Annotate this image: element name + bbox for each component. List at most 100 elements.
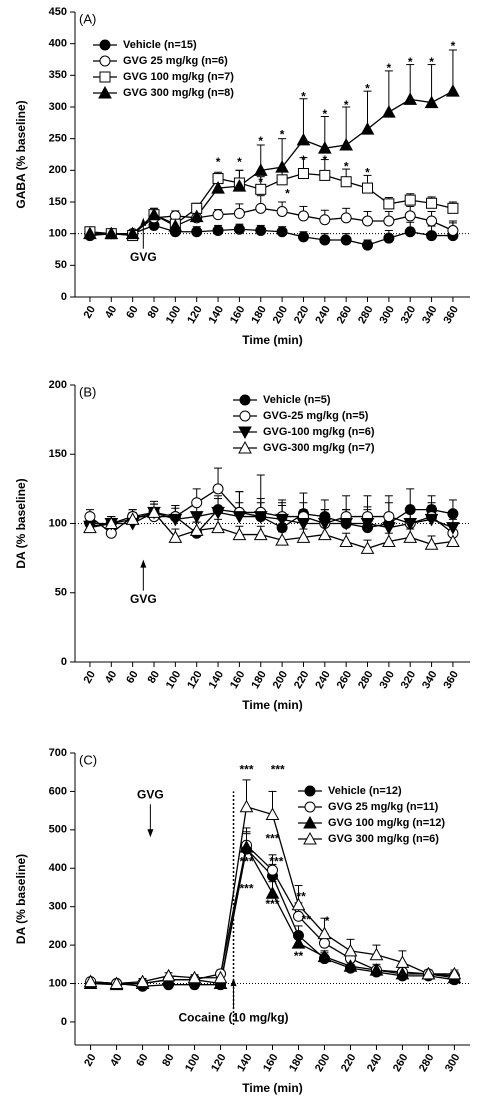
- y-tick-label: 200: [49, 939, 67, 951]
- marker: [265, 886, 280, 899]
- marker: [189, 209, 204, 223]
- y-tick-label: 350: [49, 69, 67, 81]
- x-tick-label: 320: [399, 669, 419, 691]
- marker: [211, 181, 225, 194]
- x-tick-label: 220: [292, 304, 312, 326]
- marker: [404, 194, 416, 206]
- marker: [104, 516, 119, 529]
- marker: [296, 132, 311, 146]
- marker: [395, 966, 410, 980]
- marker: [340, 176, 352, 188]
- marker: [424, 95, 439, 109]
- marker: [424, 537, 439, 550]
- x-tick-label: 20: [82, 304, 99, 321]
- marker: [403, 530, 418, 543]
- x-tick-label: 60: [134, 1052, 151, 1069]
- marker: [191, 497, 203, 509]
- x-tick-label: 140: [207, 304, 227, 326]
- legend-label: GVG-25 mg/kg (n=5): [263, 410, 369, 422]
- x-tick-label: 40: [103, 669, 120, 686]
- marker: [109, 976, 124, 990]
- x-tick-label: 100: [164, 669, 184, 691]
- marker: [404, 210, 416, 222]
- marker: [296, 530, 311, 543]
- x-tick-label: 360: [441, 669, 461, 691]
- y-tick-label: 300: [49, 101, 67, 113]
- x-tick-label: 300: [377, 669, 397, 691]
- marker: [212, 483, 224, 495]
- annotation: ***: [240, 882, 254, 896]
- legend-label: Vehicle (n=12): [328, 785, 402, 797]
- marker: [291, 936, 306, 949]
- series-line: [89, 508, 454, 535]
- y-tick-label: 400: [49, 38, 67, 50]
- annotation: *: [322, 153, 327, 167]
- marker: [255, 202, 267, 214]
- legend-marker: [239, 410, 251, 422]
- annotation: *: [258, 175, 263, 189]
- annotation: Cocaine (10 mg/kg): [179, 1010, 289, 1024]
- marker: [447, 966, 462, 980]
- x-tick-label: 280: [356, 669, 376, 691]
- legend-label: GVG 300 mg/kg (n=6): [328, 833, 439, 845]
- y-tick-label: 500: [49, 824, 67, 836]
- marker: [446, 84, 460, 97]
- x-tick-label: 120: [209, 1052, 229, 1074]
- x-tick-label: 260: [335, 669, 355, 691]
- marker: [343, 943, 358, 957]
- marker: [297, 210, 309, 222]
- x-tick-label: 200: [313, 1052, 333, 1074]
- y-axis-title: GABA (% baseline): [14, 100, 28, 208]
- x-tick-label: 360: [441, 304, 461, 326]
- y-tick-label: 300: [49, 901, 67, 913]
- marker: [83, 974, 98, 988]
- marker: [317, 527, 332, 541]
- legend-marker: [303, 831, 317, 845]
- x-tick-label: 280: [356, 304, 376, 326]
- marker: [383, 215, 395, 227]
- x-tick-label: 220: [339, 1052, 359, 1074]
- series-line: [89, 172, 454, 237]
- legend-label: GVG-100 mg/kg (n=6): [263, 426, 375, 438]
- marker: [317, 949, 332, 963]
- marker: [343, 959, 358, 972]
- legend-marker: [239, 394, 251, 406]
- marker: [446, 534, 460, 548]
- x-tick-label: 80: [160, 1052, 177, 1069]
- marker: [276, 226, 288, 238]
- annotation: *: [258, 134, 263, 148]
- marker: [319, 169, 331, 181]
- marker: [362, 239, 374, 251]
- annotation: GVG: [137, 787, 164, 801]
- annotation: *: [280, 128, 285, 142]
- annotation: ***: [265, 897, 279, 911]
- x-axis-title: Time (min): [242, 1081, 302, 1095]
- legend-marker: [99, 71, 111, 83]
- x-tick-label: 100: [183, 1052, 203, 1074]
- marker: [253, 163, 268, 176]
- marker: [383, 511, 395, 523]
- marker: [239, 840, 254, 853]
- marker: [84, 511, 96, 523]
- annotation: *: [301, 153, 306, 167]
- y-tick-label: 50: [55, 587, 67, 599]
- annotation: *: [237, 155, 242, 169]
- marker: [296, 518, 311, 531]
- x-tick-label: 100: [164, 304, 184, 326]
- marker: [211, 506, 225, 520]
- marker: [340, 212, 352, 224]
- marker: [383, 232, 395, 244]
- marker: [211, 520, 225, 534]
- arrow-head: [140, 217, 147, 226]
- x-tick-label: 180: [249, 669, 269, 691]
- marker: [292, 910, 304, 922]
- y-tick-label: 450: [49, 6, 67, 18]
- panel-label: (A): [79, 11, 96, 26]
- arrow-head: [147, 829, 154, 838]
- annotation: *: [344, 98, 349, 112]
- marker: [147, 207, 161, 221]
- x-tick-label: 260: [335, 304, 355, 326]
- y-tick-label: 100: [49, 977, 67, 989]
- annotation: *: [322, 107, 327, 121]
- x-tick-label: 240: [313, 304, 333, 326]
